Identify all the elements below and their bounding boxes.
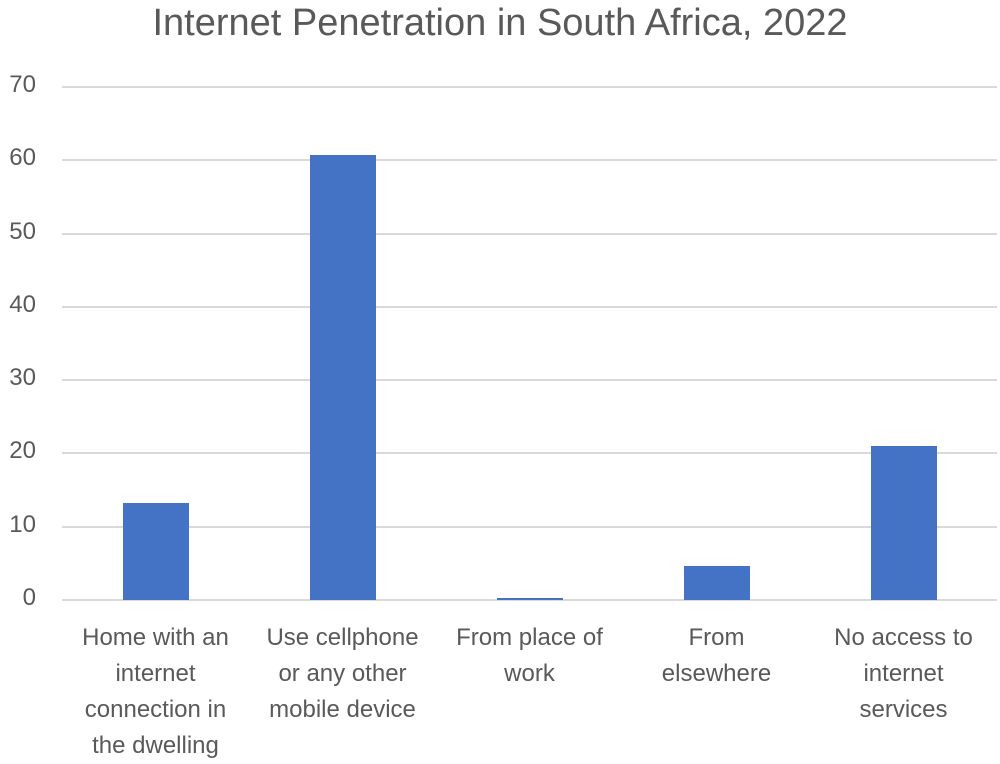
y-tick-label: 0 xyxy=(22,584,36,611)
gridline xyxy=(62,232,997,235)
plot-area xyxy=(62,86,997,601)
x-tick-label-line: work xyxy=(504,660,555,687)
x-tick-label-line: or any other xyxy=(278,660,407,687)
x-tick-label: Home with an internet connection in the dwe… xyxy=(66,620,246,764)
x-tick-label-line: internet xyxy=(863,660,944,687)
y-tick-label: 20 xyxy=(9,437,36,465)
x-tick-label: No access to internet services xyxy=(814,620,994,728)
chart-title: Internet Penetration in South Africa, 20… xyxy=(152,2,848,44)
gridline xyxy=(62,305,997,308)
x-tick-label-line: connection in xyxy=(84,696,227,723)
bar xyxy=(122,503,189,600)
x-tick-label: Use cellphone or any other mobile device xyxy=(253,620,433,728)
x-tick-label-line: No access to xyxy=(834,624,973,651)
bar xyxy=(870,446,937,600)
y-tick-label: 30 xyxy=(9,364,36,392)
x-tick-label-line: From place of xyxy=(456,624,603,651)
x-tick-label-line: elsewhere xyxy=(661,660,772,687)
bar xyxy=(683,565,750,600)
gridline xyxy=(62,525,997,528)
bar xyxy=(309,155,376,600)
x-tick-label: From place of work xyxy=(440,620,620,692)
y-tick-label: 70 xyxy=(9,71,36,98)
x-tick-label-line: Home with an xyxy=(82,624,229,651)
x-tick-label-line: services xyxy=(859,696,948,723)
x-tick-label-line: the dwelling xyxy=(92,732,219,759)
gridline xyxy=(62,599,997,601)
y-tick-label: 40 xyxy=(9,290,36,318)
x-tick-label-line: mobile device xyxy=(269,696,416,723)
gridline xyxy=(62,379,997,382)
x-tick-label-line: internet xyxy=(115,660,196,687)
x-tick-label-line: From xyxy=(688,624,745,651)
bar xyxy=(496,597,563,600)
gridline xyxy=(62,159,997,162)
x-tick-label-line: Use cellphone xyxy=(266,624,419,651)
x-tick-label: From elsewhere xyxy=(627,620,807,692)
y-tick-label: 10 xyxy=(9,510,36,538)
y-tick-label: 50 xyxy=(9,217,36,245)
gridline xyxy=(62,452,997,455)
gridline xyxy=(62,86,997,88)
y-tick-label: 60 xyxy=(9,144,36,172)
